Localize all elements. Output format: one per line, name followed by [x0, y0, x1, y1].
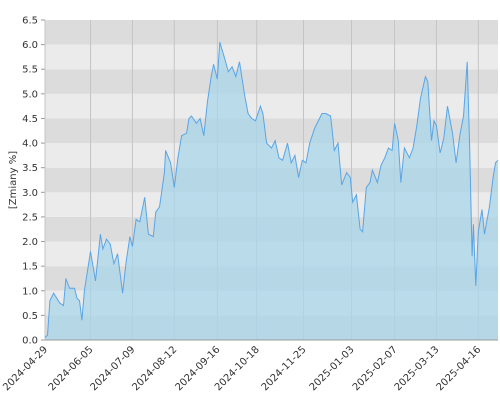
y-tick-label: 3.0 — [22, 188, 38, 199]
y-tick-label: 6.0 — [22, 40, 38, 51]
x-tick-label: 2025-04-16 — [435, 344, 484, 393]
x-tick-label: 2024-04-29 — [1, 344, 50, 393]
line — [44, 42, 499, 338]
x-tick-label: 2025-01-03 — [308, 344, 357, 393]
y-axis-label: [Zmiany %] — [8, 151, 19, 209]
y-tick-label: 1.5 — [22, 262, 38, 273]
y-tick-label: 3.5 — [22, 163, 38, 174]
y-tick-label: 6.5 — [22, 16, 38, 27]
y-tick-label: 5.0 — [22, 89, 38, 100]
y-tick-label: 4.5 — [22, 114, 38, 125]
grid-band — [45, 69, 498, 94]
y-tick-label: 0.5 — [22, 311, 38, 322]
grid-band — [45, 20, 498, 45]
area-fill — [45, 42, 498, 340]
grid-band — [45, 44, 498, 70]
y-tick-label: 2.0 — [22, 237, 38, 248]
y-tick-label: 1.0 — [22, 286, 38, 297]
y-tick-label: 5.5 — [22, 65, 38, 76]
x-tick-label: 2024-11-25 — [260, 344, 309, 393]
y-tick-label: 0.0 — [22, 336, 38, 347]
x-tick-label: 2024-08-12 — [130, 344, 179, 393]
y-tick-label: 4.0 — [22, 139, 38, 150]
y-tick-label: 2.5 — [22, 212, 38, 223]
